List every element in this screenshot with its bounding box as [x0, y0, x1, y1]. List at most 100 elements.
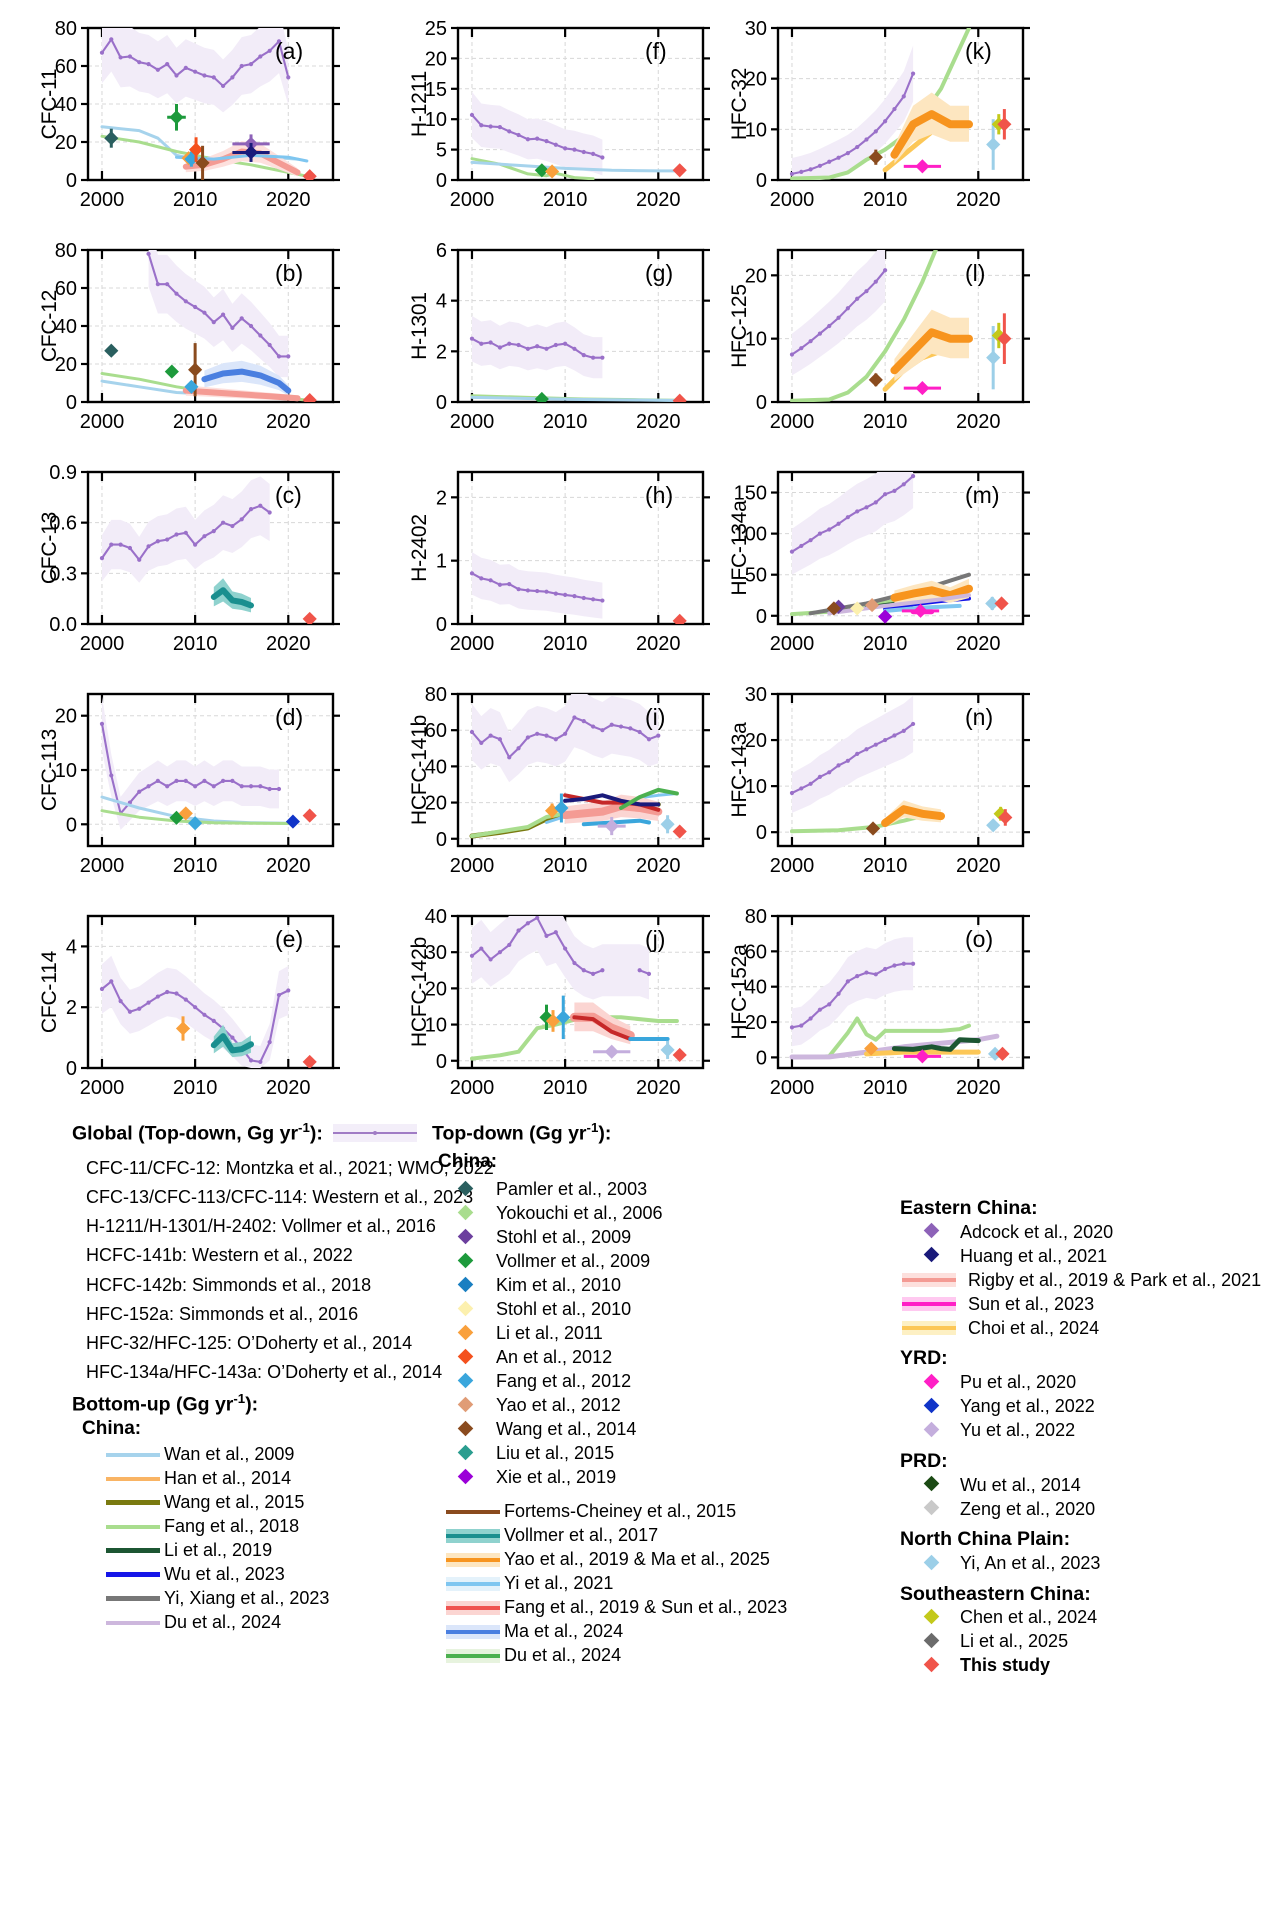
y-axis-label: HFC-125	[728, 284, 751, 368]
global-data-point	[469, 112, 475, 118]
x-tick-label: 2020	[956, 189, 1001, 211]
data-point-marker	[901, 603, 940, 618]
legend-item: Sun et al., 2023	[902, 1292, 1267, 1316]
legend-item: Du et al., 2024	[106, 1611, 472, 1635]
y-tick-label: 0	[436, 392, 447, 414]
data-point-marker	[302, 169, 317, 180]
global-data-point	[910, 721, 916, 727]
legend-subheading-china-topdown: China:	[438, 1150, 498, 1172]
legend-item: Fang et al., 2019 & Sun et al., 2023	[446, 1596, 792, 1620]
global-data-point	[146, 544, 151, 549]
legend-item: Yu et al., 2022	[916, 1419, 1267, 1443]
global-data-point	[563, 592, 568, 597]
global-data-point	[174, 73, 179, 78]
data-point-marker	[285, 814, 301, 829]
global-uncertainty-band	[472, 694, 659, 783]
legend-item-label: Yao et al., 2019 & Ma et al., 2025	[504, 1549, 770, 1570]
legend-item-label: Stohl et al., 2010	[496, 1299, 632, 1320]
y-tick-label: 6	[436, 240, 447, 262]
global-data-point	[901, 728, 906, 733]
y-tick-label: 20	[745, 69, 767, 91]
legend-item: Pu et al., 2020	[916, 1371, 1267, 1395]
plot-area: 0 2 4 6 2000 2010 2020	[436, 240, 710, 433]
plot-frame	[86, 470, 335, 626]
global-data-point	[118, 542, 123, 547]
global-data-point	[127, 545, 133, 551]
panel-m: 0 50 100 150 2000 2010 2020 HFC-134a (m)	[706, 454, 1061, 666]
global-uncertainty-band	[102, 28, 289, 113]
global-data-point	[789, 549, 795, 554]
global-data-point	[827, 527, 832, 532]
series-line	[210, 1033, 254, 1054]
legend-item: Yi, An et al., 2023	[916, 1552, 1267, 1576]
legend-line-swatch	[446, 1576, 500, 1591]
global-data-point	[239, 63, 244, 69]
y-tick-label: 20	[425, 48, 447, 70]
legend-line-swatch	[106, 1496, 160, 1510]
global-data-point	[516, 132, 521, 138]
global-data-point	[99, 986, 105, 992]
y-tick-label: 0	[66, 1058, 77, 1080]
panel-k: 0 10 20 30 2000 2010 2020 HFC-32 (k)	[706, 10, 1061, 222]
top-down-marker-list: Pamler et al., 2003 Yokouchi et al., 2006…	[450, 1178, 792, 1490]
legend-item: Li et al., 2025	[916, 1630, 1267, 1654]
global-data-point	[286, 354, 291, 359]
legend-item-label: Huang et al., 2021	[960, 1245, 1108, 1266]
legend-item: Kim et al., 2010	[450, 1274, 792, 1298]
global-data-point	[883, 492, 888, 497]
panel-b: 0 20 40 60 80 2000 2010 2020 CFC-12 (b)	[16, 232, 371, 444]
global-data-point	[544, 346, 549, 351]
legend-region-items: Chen et al., 2024 Li et al., 2025 This stu…	[916, 1606, 1267, 1678]
series-line	[890, 110, 973, 159]
legend-item-label: Zeng et al., 2020	[960, 1498, 1096, 1519]
global-data-point	[817, 774, 823, 780]
global-data-point	[146, 251, 151, 256]
plot-area: 0 20 40 60 80 2000 2010 2020	[745, 906, 1030, 1099]
x-tick-label: 2020	[266, 1077, 311, 1099]
panel-tag: (j)	[645, 926, 666, 952]
global-uncertainty-band	[148, 250, 289, 378]
global-data-point	[99, 721, 105, 726]
global-data-point	[544, 933, 549, 939]
global-data-point	[193, 69, 198, 74]
global-data-point	[646, 971, 652, 977]
legend-diamond-marker	[916, 1632, 946, 1651]
x-tick-label: 2010	[543, 855, 588, 877]
legend-item: Li et al., 2019	[106, 1539, 472, 1563]
legend-item: Yao et al., 2019 & Ma et al., 2025	[446, 1548, 792, 1572]
legend-item: Fortems-Cheiney et al., 2015	[446, 1500, 792, 1524]
global-data-point	[220, 520, 226, 525]
global-data-point	[118, 55, 123, 60]
y-tick-label: 10	[745, 329, 767, 351]
legend-item-label: Yang et al., 2022	[960, 1396, 1095, 1417]
legend-line-swatch	[106, 1472, 160, 1486]
global-data-point	[808, 339, 813, 344]
global-data-point	[497, 582, 503, 587]
panel-tag: (d)	[275, 704, 304, 730]
global-data-point	[146, 62, 151, 67]
y-axis-label: HCFC-142b	[408, 936, 431, 1048]
global-data-point	[488, 340, 493, 345]
global-data-point	[836, 763, 841, 768]
series-line	[470, 160, 679, 173]
data-point-marker	[995, 1046, 1010, 1061]
legend-item: Fang et al., 2018	[106, 1515, 472, 1539]
global-data-point	[165, 62, 170, 67]
data-point-marker	[865, 821, 881, 836]
y-axis-label: CFC-113	[38, 728, 61, 812]
x-tick-label: 2000	[770, 1077, 815, 1099]
panel-c: 0.0 0.3 0.6 0.9 2000 2010 2020 CFC-13 (c)	[16, 454, 371, 666]
global-data-point	[109, 979, 114, 984]
global-data-point	[488, 957, 493, 962]
x-tick-label: 2010	[173, 189, 218, 211]
y-axis-label: CFC-11	[38, 68, 61, 140]
panel-tag: (b)	[275, 260, 304, 286]
series-line	[563, 793, 661, 807]
global-data-point	[544, 589, 549, 594]
global-data-point	[892, 963, 897, 968]
plot-frame	[456, 26, 705, 182]
global-data-point	[109, 773, 114, 778]
data-point-marker	[178, 806, 193, 821]
x-tick-label: 2000	[450, 411, 495, 433]
global-data-point	[127, 54, 133, 59]
